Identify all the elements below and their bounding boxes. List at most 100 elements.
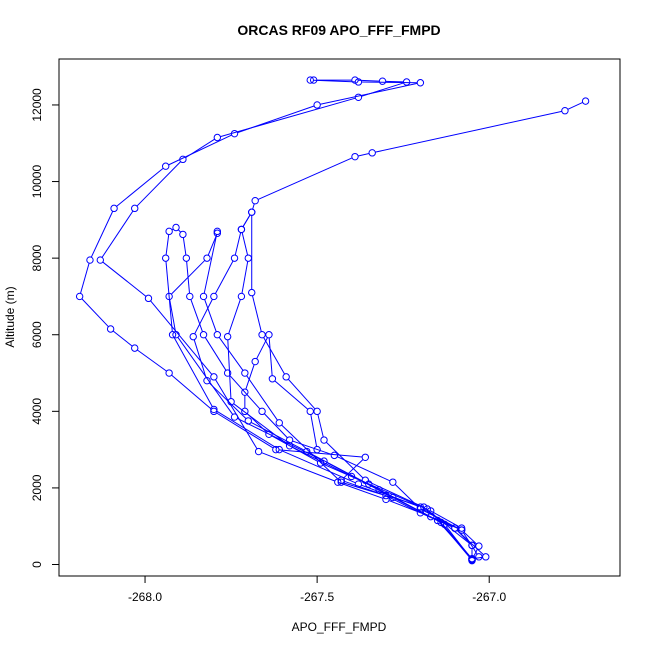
data-point [382, 495, 390, 504]
data-point [237, 225, 246, 234]
data-point [402, 78, 411, 86]
x-tick-label: -268.0 [128, 590, 162, 604]
series-5-segment [193, 339, 207, 378]
series-3-segment [229, 375, 261, 410]
series-3-segment [165, 261, 173, 332]
y-axis: 0 2000 4000 6000 8000 10000 12000 [30, 88, 60, 568]
data-point [213, 331, 222, 339]
series-2 [96, 76, 483, 564]
series-7-segment [371, 485, 439, 522]
data-point [131, 204, 139, 213]
series-4-segment [203, 234, 218, 294]
series-2-segment [388, 500, 428, 516]
data-point [265, 331, 273, 339]
series-6-segment [429, 510, 460, 528]
series-4-segment [204, 299, 217, 332]
series-7-segment [268, 337, 273, 376]
data-point [457, 526, 466, 534]
chart-title: ORCAS RF09 APO_FFF_FMPD [237, 22, 440, 38]
data-point [131, 344, 139, 352]
data-point [86, 256, 94, 264]
series-1-segment [90, 211, 114, 258]
data-point [106, 325, 115, 333]
series-6-segment [241, 232, 249, 256]
data-point [423, 505, 431, 513]
data-point [468, 555, 476, 563]
series-6-segment [228, 299, 241, 334]
data-point [230, 413, 239, 421]
data-point [351, 152, 359, 161]
series-7-segment [442, 524, 471, 557]
data-point [251, 196, 259, 205]
series-3-segment [182, 237, 187, 256]
data-point [561, 107, 569, 115]
data-point [306, 76, 314, 84]
series-4-segment [218, 337, 244, 371]
series-4-segment [169, 299, 176, 332]
data-point [248, 208, 256, 216]
series-1-segment [171, 374, 212, 410]
series-6-segment [287, 378, 316, 410]
data-point [189, 332, 197, 341]
series-5-segment [257, 157, 353, 200]
series-1-segment [388, 496, 418, 512]
data-point [186, 292, 194, 301]
data-point [213, 133, 222, 142]
data-point [172, 331, 180, 339]
y-tick-label: 2000 [30, 474, 44, 501]
data-point [437, 518, 445, 527]
data-point [337, 478, 345, 486]
series-3-segment [337, 456, 391, 482]
data-point [223, 369, 232, 377]
data-point [179, 230, 187, 239]
series-3 [161, 223, 490, 563]
series-5-segment [567, 102, 583, 110]
series-2-segment [185, 138, 215, 159]
y-axis-label: Altitude (m) [3, 286, 17, 347]
data-point [254, 447, 263, 456]
data-point [285, 436, 294, 444]
data-point [161, 254, 170, 262]
series-2-segment [261, 452, 335, 482]
series-5-segment [234, 232, 242, 256]
data-point [203, 376, 211, 385]
series-2-segment [472, 548, 478, 558]
series-5-segment [214, 260, 234, 294]
series-3-segment [263, 413, 288, 439]
series-6-segment [432, 513, 471, 559]
series-7-segment [323, 463, 367, 484]
series-5-segment [358, 153, 370, 157]
series-1-segment [361, 81, 418, 84]
series-4-segment [246, 375, 278, 421]
series-1-segment [168, 134, 232, 166]
data-point [475, 553, 483, 561]
data-point [351, 76, 359, 84]
series-1-segment [116, 167, 164, 207]
y-tick-label: 4000 [30, 398, 44, 425]
data-point [168, 331, 177, 339]
series-2-segment [358, 79, 380, 82]
data-point [244, 417, 252, 425]
series-6 [223, 208, 476, 564]
data-point [230, 254, 239, 262]
series-3-segment [216, 410, 277, 449]
data-point [275, 445, 283, 454]
series-7-segment [246, 413, 267, 433]
data-point [365, 480, 373, 488]
series-3-segment [292, 440, 332, 455]
series-6-segment [227, 339, 232, 399]
data-point [96, 256, 105, 264]
data-point [237, 292, 246, 301]
series-3-segment [173, 337, 213, 407]
data-point [241, 407, 249, 416]
series-3-segment [204, 337, 227, 371]
data-point [285, 442, 294, 450]
series-7-segment [310, 414, 318, 447]
data-point [75, 292, 84, 301]
data-point [313, 445, 321, 454]
series-1-segment [81, 298, 109, 328]
data-point [203, 254, 211, 262]
data-point [313, 407, 321, 416]
data-point [213, 227, 222, 236]
